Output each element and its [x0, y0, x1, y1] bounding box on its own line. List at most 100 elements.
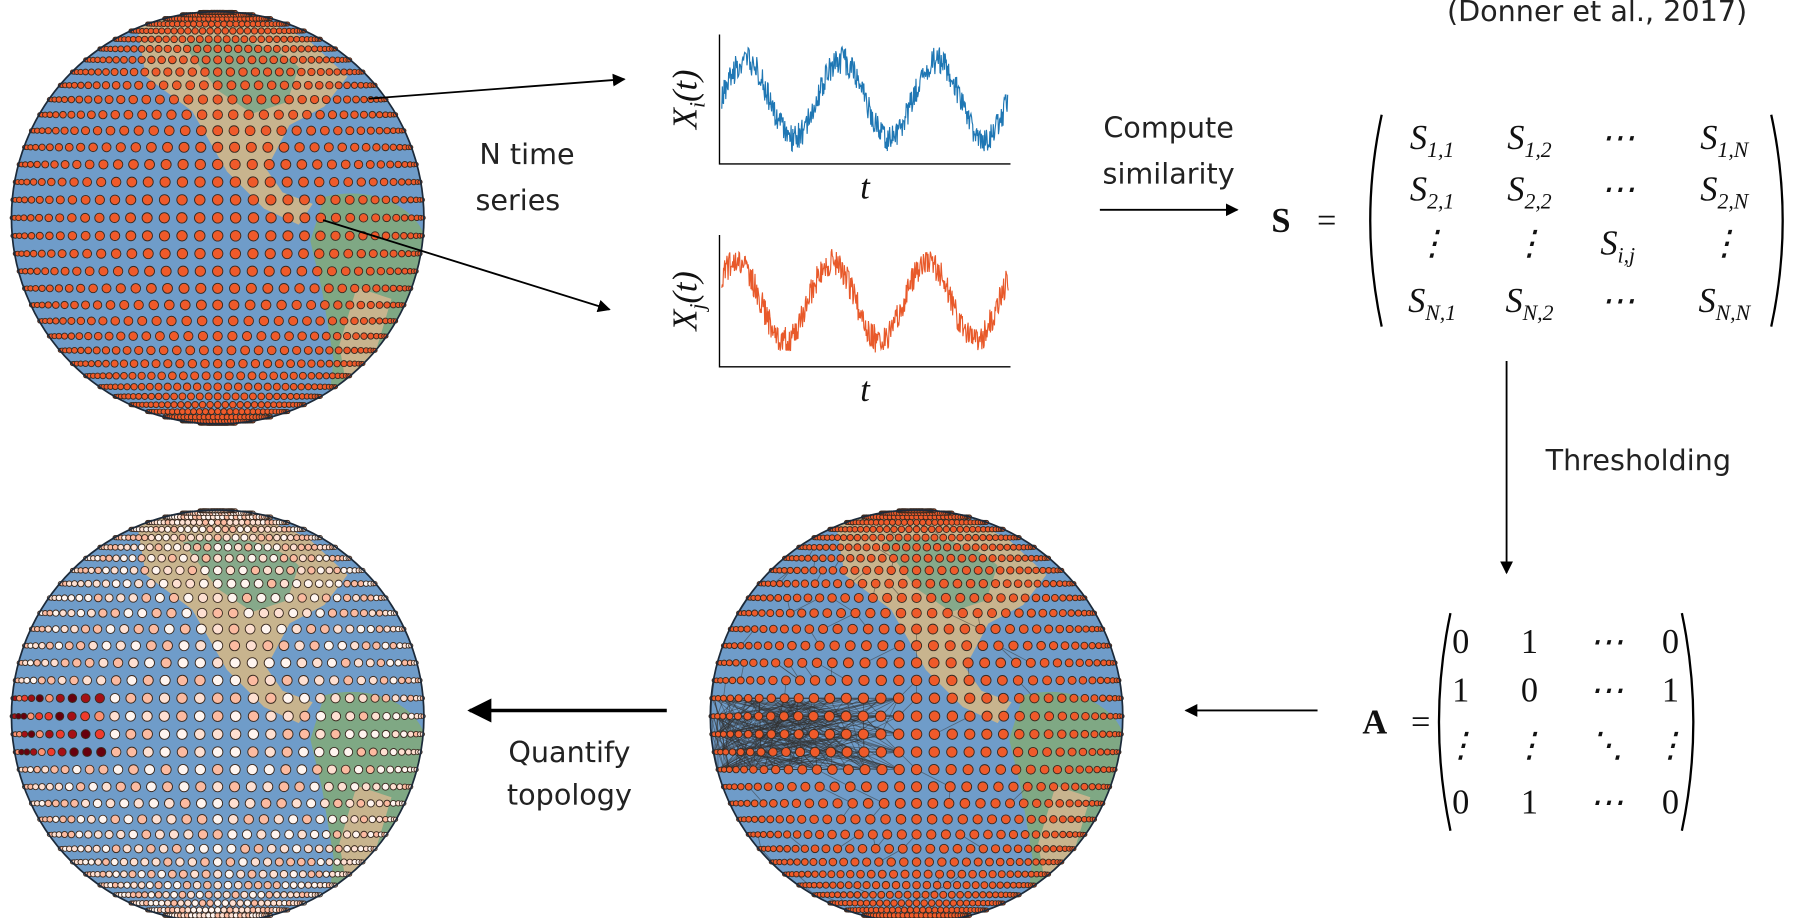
node [142, 535, 148, 541]
node [801, 641, 810, 650]
node [142, 729, 152, 739]
node [299, 747, 309, 757]
node [1050, 846, 1056, 852]
node [335, 82, 342, 89]
node [221, 519, 227, 525]
node [51, 659, 58, 666]
node [56, 232, 64, 240]
node [239, 907, 245, 913]
node [314, 249, 324, 259]
node [359, 214, 368, 223]
node [180, 126, 190, 136]
node [38, 178, 45, 185]
node [177, 231, 187, 241]
node [72, 846, 78, 852]
node [928, 900, 935, 907]
node [945, 782, 955, 792]
node [116, 782, 125, 791]
node [274, 393, 280, 399]
node [171, 28, 177, 34]
node [872, 881, 879, 888]
node [204, 383, 212, 391]
node [247, 266, 257, 276]
node [192, 28, 198, 34]
node [195, 675, 205, 685]
node [979, 870, 987, 878]
node [113, 658, 122, 667]
node [996, 658, 1006, 668]
node [186, 346, 195, 355]
node [68, 111, 75, 118]
node [99, 160, 108, 169]
node [146, 882, 153, 889]
node [792, 799, 800, 807]
node [729, 749, 736, 756]
node [259, 56, 267, 64]
node [837, 555, 844, 562]
node [93, 845, 100, 852]
node [1007, 858, 1014, 865]
node [965, 891, 972, 898]
node [351, 580, 357, 586]
node [161, 159, 171, 169]
node [77, 143, 85, 151]
node [776, 609, 784, 617]
node [48, 178, 56, 186]
node [947, 729, 957, 739]
matrix-entry: ⋯ [1589, 784, 1623, 822]
node [323, 373, 329, 379]
node [193, 881, 201, 889]
node [963, 765, 973, 775]
node [1014, 580, 1022, 588]
node [775, 642, 783, 650]
node [120, 68, 127, 75]
node [89, 782, 98, 791]
node [147, 81, 155, 89]
node [264, 383, 271, 390]
node [929, 711, 940, 722]
node [274, 815, 283, 824]
node [996, 858, 1004, 866]
node [145, 765, 155, 775]
node [369, 676, 377, 684]
node [767, 831, 773, 837]
node [1068, 748, 1076, 756]
node [387, 659, 394, 666]
node [805, 555, 811, 561]
node [223, 393, 230, 400]
time-series [722, 47, 1008, 151]
node [68, 730, 77, 739]
node [330, 177, 339, 186]
node [72, 347, 78, 353]
node [224, 383, 232, 391]
node [131, 384, 137, 390]
node [102, 82, 109, 89]
node [387, 766, 394, 773]
node [100, 373, 106, 379]
node [326, 82, 333, 89]
node [972, 544, 979, 551]
node [341, 658, 350, 667]
step-label: Quantify [508, 735, 630, 769]
node [85, 267, 94, 276]
node [392, 232, 399, 239]
node [845, 544, 852, 551]
node [406, 677, 412, 683]
node [138, 372, 145, 379]
node [837, 609, 846, 618]
node [186, 579, 195, 588]
node [237, 554, 245, 562]
node [48, 748, 56, 756]
node [361, 595, 367, 601]
node [36, 731, 43, 738]
node [723, 677, 729, 683]
node [202, 56, 210, 64]
node [786, 815, 794, 823]
node [344, 748, 353, 757]
node [316, 609, 325, 618]
node [103, 360, 110, 367]
node [991, 580, 999, 588]
node [369, 318, 376, 325]
node [223, 891, 230, 898]
node [142, 36, 148, 42]
